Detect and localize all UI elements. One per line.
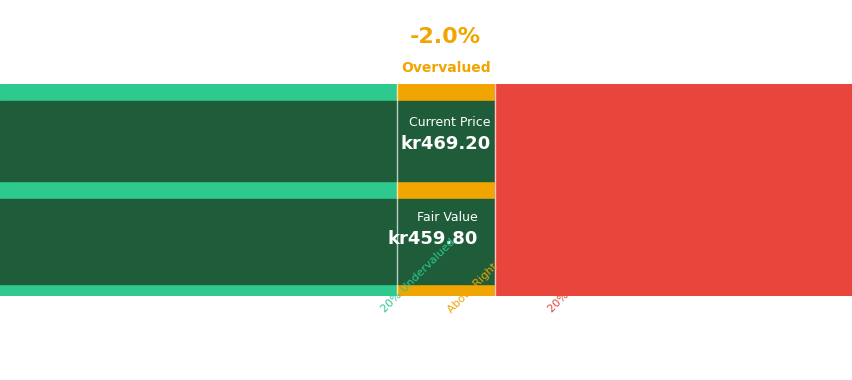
Bar (494, 198, 852, 283)
Text: kr459.80: kr459.80 (387, 230, 477, 249)
Text: –: – (441, 87, 449, 102)
Text: -2.0%: -2.0% (410, 27, 481, 47)
Text: Fair Value: Fair Value (417, 211, 477, 224)
Text: Current Price: Current Price (408, 116, 490, 128)
Bar (396, 283, 494, 296)
Bar (0, 198, 494, 283)
Bar (494, 182, 852, 198)
Text: kr469.20: kr469.20 (400, 135, 490, 153)
Bar (0, 84, 396, 101)
Bar (396, 84, 494, 101)
Bar (0, 101, 494, 182)
Bar (0, 182, 396, 198)
Bar (494, 84, 852, 101)
Bar (494, 283, 852, 296)
Text: About Right: About Right (446, 261, 498, 315)
Bar (494, 101, 852, 182)
Bar (0, 283, 396, 296)
Text: 20% Overvalued: 20% Overvalued (545, 242, 618, 315)
Bar (396, 182, 494, 198)
Text: Overvalued: Overvalued (400, 61, 490, 75)
Text: 20% Undervalued: 20% Undervalued (379, 237, 457, 315)
